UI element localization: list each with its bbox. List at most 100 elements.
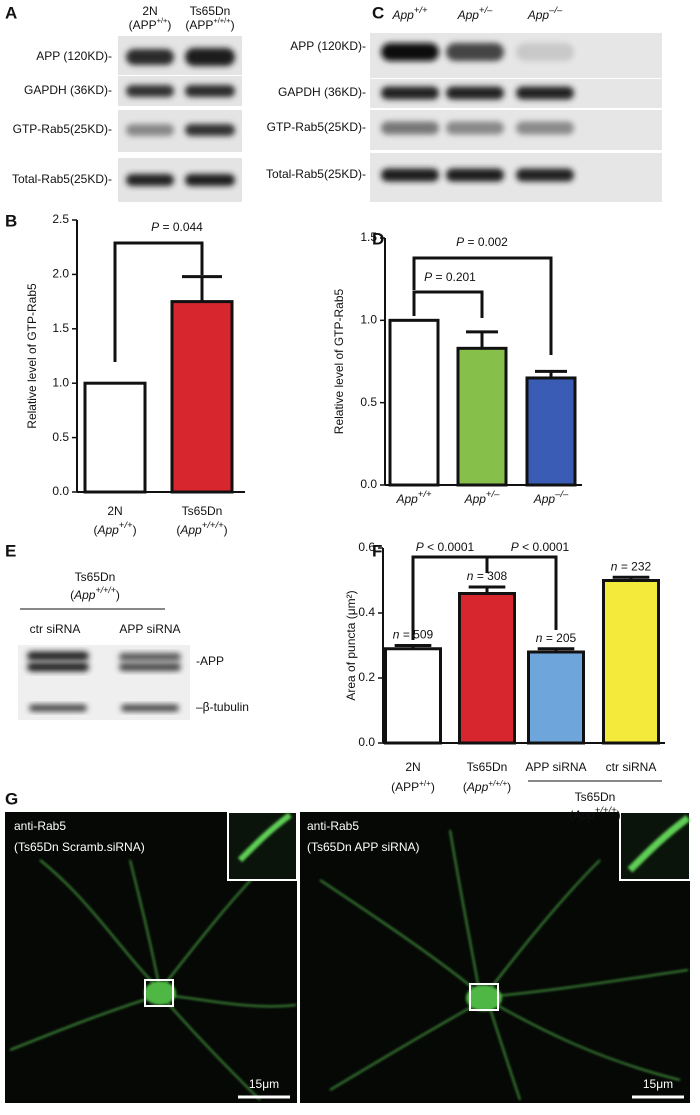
lane-genotype: App+/+ (391, 5, 428, 22)
x-tick-label: Ts65Dn (182, 504, 223, 518)
image-label: (Ts65Dn Scramb.siRNA) (14, 840, 145, 854)
x-tick-genotype-part: +/+/+ (488, 779, 507, 788)
p-value-part: P (456, 235, 464, 249)
blot-band (126, 49, 174, 65)
group-genotype-part: ) (116, 588, 120, 602)
x-tick-label-part: App (533, 492, 556, 506)
x-tick-genotype-part: ( (176, 523, 180, 537)
significance-bracket (412, 290, 484, 318)
n-label: n = 509 (393, 628, 434, 642)
group-label: Ts65Dn (575, 790, 616, 804)
x-tick-genotype-part: App (179, 523, 202, 537)
row-label: Total-Rab5(25KD)- (266, 167, 366, 181)
p-value-part: < 0.0001 (424, 540, 475, 554)
x-tick-genotype-part: ( (93, 523, 97, 537)
x-tick-genotype-part: ) (224, 523, 228, 537)
bar (458, 592, 516, 745)
micrograph-left (5, 811, 298, 1103)
y-axis-label: Relative level of GTP-Rab5 (332, 288, 346, 434)
group-genotype-part: App (572, 808, 595, 822)
lane-genotype-part: (APP (185, 18, 213, 32)
blot-band (381, 168, 439, 182)
group-genotype-part: ) (617, 808, 621, 822)
micrograph-right (300, 811, 691, 1103)
blot-band (119, 653, 181, 661)
n-label-part: = 308 (473, 569, 507, 583)
x-tick-label-part: App (395, 492, 418, 506)
error-bar (535, 369, 567, 378)
lane-genotype-part: +/– (479, 5, 493, 16)
lane-genotype-part: App (391, 8, 414, 22)
blot-band (185, 48, 235, 66)
p-value: P < 0.0001 (416, 540, 475, 554)
panel-label: E (5, 541, 16, 560)
scale-label: 15μm (249, 1077, 279, 1091)
bar (456, 346, 508, 487)
blot-band (446, 168, 504, 182)
y-tick-label: 0.5 (52, 430, 69, 444)
significance-bracket (485, 555, 558, 630)
row-label: GAPDH (36KD)- (278, 85, 366, 99)
x-tick-genotype-part: +/+ (119, 520, 133, 531)
blot-band (126, 124, 174, 136)
panel-label: G (5, 789, 18, 808)
x-tick-label-part: –/– (554, 489, 569, 500)
lane-label: APP siRNA (119, 622, 180, 636)
group-genotype-part: ( (70, 588, 74, 602)
n-label-part: = 205 (542, 631, 576, 645)
x-tick-label: 2N (107, 504, 122, 518)
y-tick-label: 1.0 (52, 375, 69, 389)
lane-genotype-part: App (457, 8, 480, 22)
significance-bracket (412, 256, 553, 355)
lane-label: Ts65Dn (190, 4, 231, 18)
x-tick-genotype: (App+/+/+) (463, 779, 511, 795)
bar (388, 318, 440, 487)
p-value-part: P (511, 540, 519, 554)
image-label: (Ts65Dn APP siRNA) (307, 840, 419, 854)
panel-label: F (372, 541, 382, 560)
blot-band (126, 85, 174, 97)
x-tick-genotype-part: App (96, 523, 119, 537)
scale-label: 15μm (643, 1077, 673, 1091)
lane-genotype-part: +/+ (414, 5, 428, 16)
lane-genotype-part: (APP (129, 18, 157, 32)
y-tick-label: 0.0 (360, 477, 377, 491)
bar (525, 376, 577, 487)
lane-genotype-part: ) (231, 18, 235, 32)
x-tick-genotype-part: +/+/+ (202, 520, 224, 531)
bar (527, 650, 585, 745)
y-tick-label: 2.0 (52, 267, 69, 281)
panel-label: D (372, 229, 384, 248)
lane-genotype-part: +/+/+ (213, 16, 230, 25)
n-label-part: n (393, 628, 400, 642)
x-tick-genotype: (APP+/+) (391, 779, 435, 795)
x-tick-label: ctr siRNA (606, 760, 657, 774)
bar (602, 579, 660, 745)
row-label: GAPDH (36KD)- (24, 83, 112, 97)
y-axis-label: Area of puncta (μm²) (344, 590, 358, 700)
blot-band (446, 43, 504, 61)
group-genotype-part: +/+/+ (595, 805, 617, 816)
blot-band (516, 43, 574, 61)
p-value: P = 0.044 (151, 220, 203, 234)
error-bar (182, 275, 222, 302)
blot-band (29, 704, 87, 712)
n-label: n = 205 (536, 631, 577, 645)
group-label: Ts65Dn (75, 570, 116, 584)
lane-genotype: (APP+/+) (129, 16, 172, 32)
lane-genotype-part: +/+ (157, 16, 168, 25)
p-value-part: = 0.002 (464, 235, 508, 249)
p-value: P = 0.201 (424, 270, 476, 284)
x-tick-genotype-part: App (466, 780, 489, 794)
x-tick-genotype-part: ) (507, 780, 511, 794)
y-tick-label: 2.5 (52, 212, 69, 226)
p-value-part: P (151, 220, 159, 234)
y-tick-label: 0.0 (358, 735, 375, 749)
blot-band (516, 86, 574, 100)
group-genotype: (App+/+/+) (70, 585, 120, 602)
panel-label: C (372, 3, 384, 22)
y-tick-label: 0.6 (358, 540, 375, 554)
n-label: n = 308 (467, 569, 508, 583)
n-label-part: n (467, 569, 474, 583)
